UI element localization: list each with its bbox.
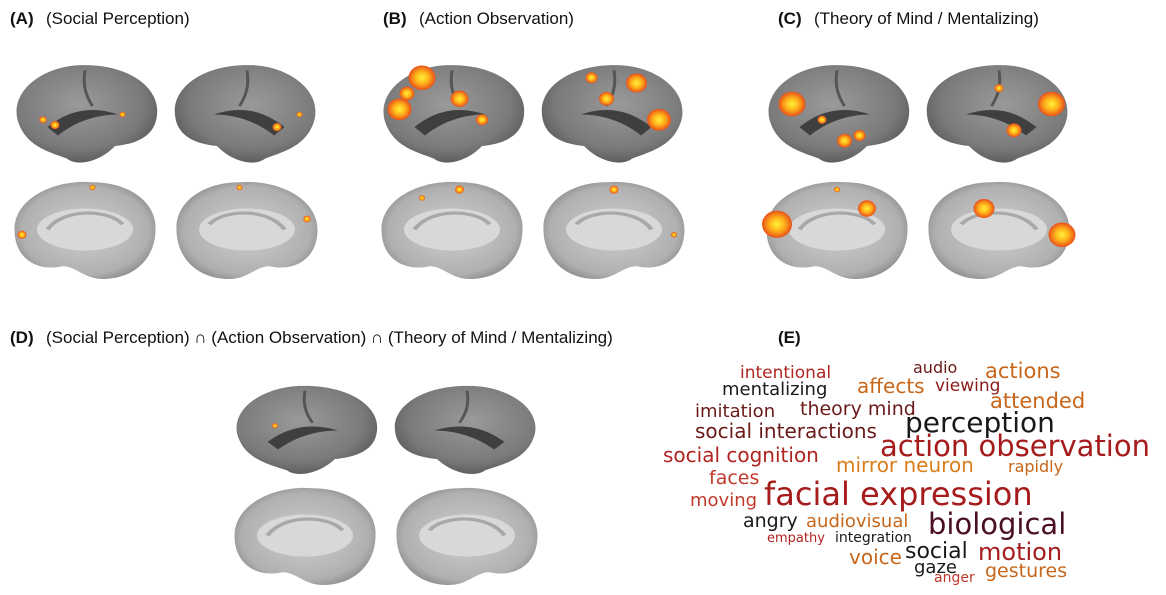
panel-label: (B) (383, 9, 407, 28)
activation (476, 114, 488, 125)
cloud-word: theory mind (800, 398, 916, 420)
panel-label: (A) (10, 9, 34, 28)
panel-label: (E) (778, 328, 801, 347)
activation (303, 216, 311, 223)
cloud-word: faces (709, 467, 759, 489)
activation (626, 73, 647, 92)
brain-lateral (17, 65, 158, 162)
activation (1049, 222, 1076, 247)
brain-medial (762, 182, 908, 279)
activation (995, 84, 1004, 92)
activation (120, 112, 126, 117)
brain-medial (396, 488, 537, 585)
cloud-word: biological (928, 507, 1066, 541)
activation (388, 98, 412, 120)
brain-medial (176, 182, 317, 279)
corpus (404, 209, 500, 251)
corpus (199, 209, 295, 251)
activation (409, 65, 436, 90)
activation (400, 87, 415, 101)
activation (297, 112, 303, 117)
cloud-word: integration (835, 530, 912, 546)
cloud-word: gestures (985, 560, 1067, 582)
brain-lateral (175, 65, 316, 162)
activation (854, 130, 866, 141)
activation (834, 187, 840, 192)
corpus (566, 209, 662, 251)
activation (1038, 92, 1065, 117)
activation (974, 199, 995, 218)
cloud-word: mentalizing (722, 379, 827, 400)
brain-medial (15, 182, 156, 279)
brain-lateral (237, 386, 378, 474)
cloud-word: social cognition (663, 443, 819, 467)
activation (419, 195, 425, 200)
brain-medial (235, 488, 376, 585)
activation (236, 185, 242, 190)
corpus (37, 209, 133, 251)
activation (586, 72, 598, 83)
cloud-word: rapidly (1008, 457, 1063, 476)
panel-label: (D) (10, 328, 34, 347)
activation (610, 186, 619, 194)
activation (647, 109, 671, 131)
panel-label: (C) (778, 9, 802, 28)
brain-lateral (395, 386, 536, 474)
cloud-word: moving (690, 490, 757, 511)
activation (599, 92, 614, 106)
activation (671, 232, 677, 237)
panel-title: (Theory of Mind / Mentalizing) (814, 9, 1039, 28)
cloud-word: voice (849, 545, 902, 569)
figure: (A) (Social Perception) (B) (Action Obse… (0, 0, 1166, 595)
corpus (419, 515, 515, 557)
cloud-word: social interactions (695, 419, 877, 443)
brain-lateral (927, 65, 1068, 162)
panel-title: (Action Observation) (419, 9, 574, 28)
brain-lateral (769, 65, 910, 162)
cloud-word: empathy (767, 531, 825, 546)
activation (273, 123, 282, 131)
cloud-word: audiovisual (806, 511, 908, 532)
activation (18, 231, 27, 239)
activation (1007, 123, 1022, 137)
activation (858, 200, 876, 216)
cloud-word: mirror neuron (836, 453, 974, 477)
brain-medial (543, 182, 684, 279)
brain-lateral (542, 65, 683, 162)
activation (818, 116, 827, 124)
brain-medial (928, 182, 1075, 279)
activation (455, 186, 464, 194)
activation (90, 185, 96, 190)
cloud-word: angry (743, 510, 798, 532)
activation (762, 211, 792, 238)
panel-title: (Social Perception) ∩ (Action Observatio… (46, 328, 613, 347)
panel-title: (Social Perception) (46, 9, 190, 28)
activation (837, 134, 852, 148)
activation (779, 92, 806, 117)
corpus (951, 209, 1047, 251)
activation (51, 121, 60, 129)
activation (39, 116, 47, 123)
activation (272, 423, 278, 428)
corpus (257, 515, 353, 557)
brain-medial (382, 182, 523, 279)
brain-lateral (384, 65, 525, 162)
activation (451, 91, 469, 107)
cloud-word: affects (857, 374, 925, 398)
cloud-word: anger (934, 570, 975, 586)
